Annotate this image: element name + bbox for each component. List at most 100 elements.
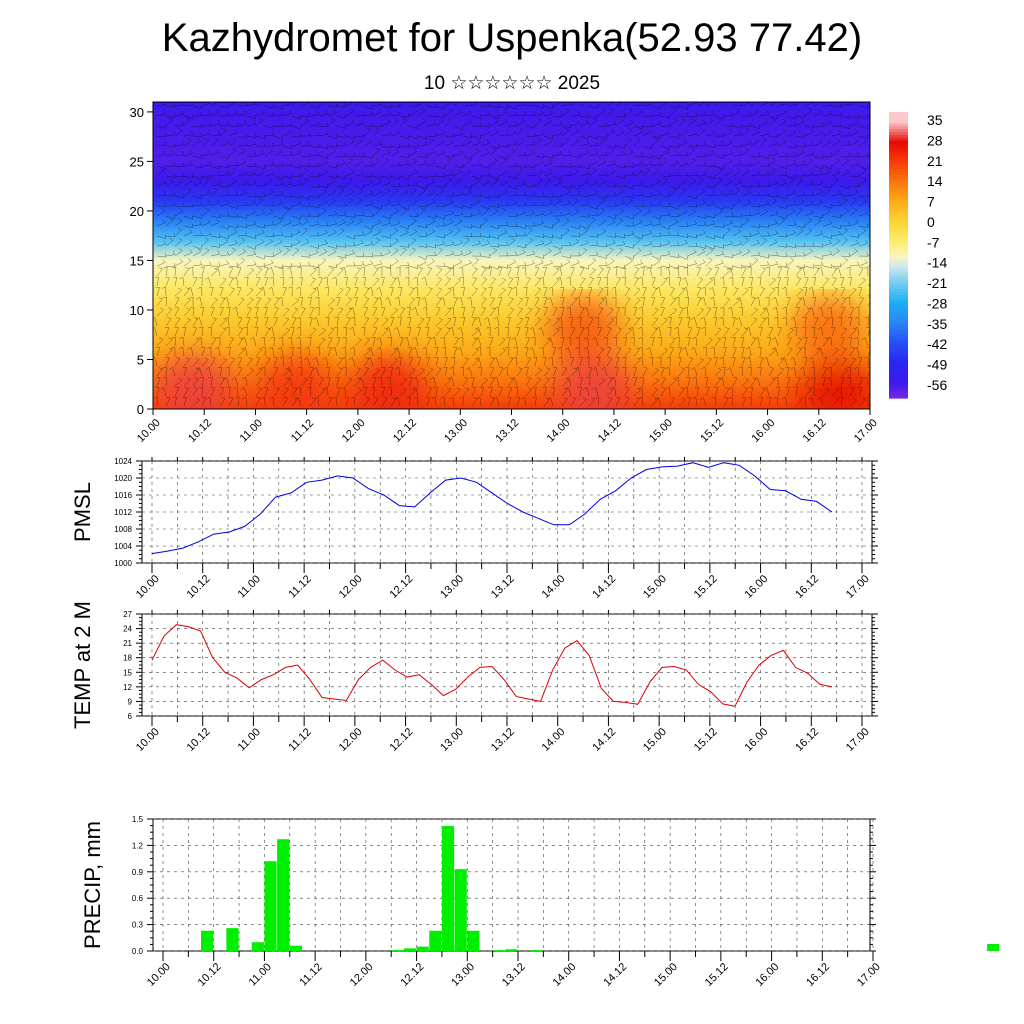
wind-barb [363, 327, 366, 337]
wind-barb-flag [477, 139, 481, 144]
wind-barb-flag [209, 161, 212, 166]
wind-barb [273, 308, 279, 317]
wind-barb-flag [486, 179, 490, 183]
wind-barb-flag [159, 337, 164, 340]
wind-barb-flag [869, 277, 870, 278]
wind-barb [318, 155, 328, 159]
wind-barb [588, 260, 597, 267]
wind-barb [471, 142, 481, 147]
wind-barb [309, 297, 312, 307]
wind-barb-flag [259, 117, 264, 121]
wind-barb-flag [726, 297, 731, 300]
wind-barb [651, 318, 658, 327]
wind-barb [714, 165, 724, 170]
wind-barb-flag [374, 317, 379, 319]
wind-barb [804, 102, 814, 107]
wind-barb-flag [667, 316, 672, 319]
wind-barb [426, 115, 436, 118]
wind-barb-flag [857, 152, 860, 157]
wind-barb-flag [537, 137, 542, 140]
wind-barb [210, 165, 220, 170]
wind-barb [543, 135, 553, 140]
wind-barb [849, 387, 855, 397]
wind-barb [642, 244, 652, 247]
wind-barb [813, 202, 823, 207]
wind-barb [435, 105, 445, 110]
wind-barb-flag [657, 356, 662, 359]
wind-barb [615, 235, 625, 239]
wind-barb-flag [153, 357, 155, 359]
wind-barb [705, 377, 709, 387]
wind-barb [363, 263, 373, 267]
wind-barb [669, 309, 677, 317]
wind-barb [300, 255, 310, 258]
wind-barb-flag [449, 286, 454, 289]
wind-barb [525, 185, 535, 188]
wind-barb-flag [406, 306, 411, 309]
wind-barb [822, 278, 830, 287]
wind-barb [336, 163, 346, 167]
wind-barb-flag [756, 209, 760, 214]
wind-barb [291, 102, 297, 107]
wind-barb [614, 387, 617, 397]
wind-barb [336, 255, 346, 259]
wind-barb-flag [224, 316, 229, 319]
wind-barb [363, 129, 371, 137]
wind-barb-flag [843, 197, 848, 200]
wind-barb [435, 132, 445, 137]
wind-barb-flag [413, 158, 418, 162]
wind-barb [309, 185, 319, 189]
wind-barb-flag [824, 317, 829, 320]
wind-barb-flag [261, 169, 265, 174]
wind-barb-flag [622, 366, 627, 369]
wind-barb [282, 287, 287, 297]
wind-barb-flag [682, 286, 687, 290]
wind-barb-flag [456, 387, 461, 390]
wind-barb-flag [232, 147, 236, 151]
wind-barb-flag [162, 296, 167, 299]
wind-barb [741, 357, 746, 367]
wind-barb [570, 225, 580, 230]
wind-barb-flag [782, 316, 787, 319]
wind-barb [219, 185, 229, 188]
wind-barb-flag [549, 239, 553, 243]
wind-barb [190, 287, 194, 297]
wind-barb [588, 367, 593, 377]
wind-barb-flag [468, 259, 472, 264]
wind-barb [534, 113, 544, 117]
wind-barb-flag [709, 277, 713, 281]
wind-barb [776, 397, 779, 407]
wind-barb [255, 378, 262, 387]
wind-barb [624, 129, 633, 137]
wind-barb [381, 122, 391, 127]
wind-barb [858, 279, 866, 287]
wind-barb [327, 377, 331, 387]
wind-barb-flag [407, 261, 410, 266]
wind-barb-flag [684, 239, 688, 244]
wind-barb [660, 297, 666, 307]
wind-barb-flag [782, 306, 787, 309]
wind-barb-flag [219, 233, 221, 238]
wind-barb-flag [332, 148, 336, 152]
wind-barb [750, 287, 753, 297]
wind-barb [363, 288, 370, 297]
wind-barb [615, 249, 623, 257]
wind-barb [489, 267, 492, 277]
wind-barb [363, 267, 365, 277]
wind-barb [606, 109, 614, 117]
wind-barb [687, 211, 696, 217]
wind-barb [507, 254, 517, 257]
wind-barb [408, 307, 411, 317]
wind-barb-flag [450, 139, 454, 143]
wind-barb-flag [330, 327, 335, 330]
wind-barb-flag [486, 326, 491, 329]
wind-barb [759, 240, 768, 247]
wind-barb-flag [457, 277, 461, 281]
wind-barb [669, 120, 678, 127]
wind-barb [624, 122, 634, 127]
wind-barb-flag [457, 297, 461, 300]
wind-barb [462, 205, 472, 209]
wind-barb-flag [163, 110, 166, 114]
wind-barb-flag [225, 326, 230, 329]
wind-barb [831, 317, 834, 327]
